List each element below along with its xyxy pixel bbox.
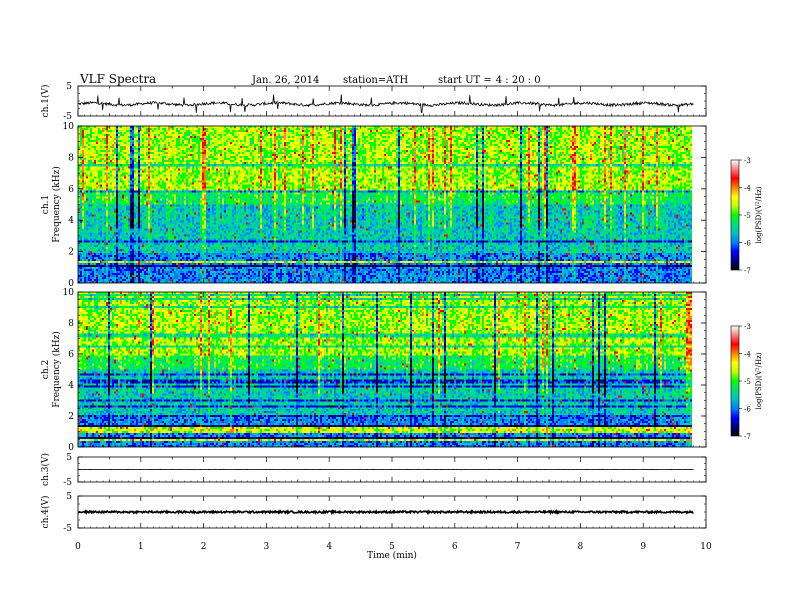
y-tick-label: 10	[63, 288, 75, 298]
x-tick-label: 8	[578, 542, 584, 552]
panel-ylabel: ch.3(V)	[40, 453, 51, 486]
x-tick-label: 0	[75, 542, 81, 552]
y-tick-label: 6	[68, 350, 74, 360]
colorbar-tick-label: -6	[744, 406, 751, 414]
figure-title: VLF Spectra	[80, 72, 157, 86]
x-tick-label: 3	[264, 542, 270, 552]
ch1-waveform-panel: 5 -5 ch.1(V)	[40, 82, 707, 122]
start-ut-value: 4 : 20 : 0	[495, 75, 541, 86]
station-label: station=ATH	[343, 75, 409, 86]
x-tick-label: 4	[326, 542, 332, 552]
y-tick-label: 5	[66, 492, 72, 502]
x-tick-label: 7	[515, 542, 521, 552]
y-tick-label: 0	[68, 279, 74, 289]
colorbar-tick-label: -5	[744, 378, 751, 386]
panel-ylabel: ch.1(V)	[40, 85, 51, 118]
x-tick-label: 6	[452, 542, 458, 552]
y-tick-label: 5	[66, 453, 72, 463]
panel-ylabel: ch.1	[41, 195, 51, 214]
x-tick-label: 1	[138, 542, 144, 552]
y-tick-label: -5	[63, 112, 72, 122]
y-tick-label: 10	[63, 122, 75, 132]
y-tick-label: 0	[68, 443, 74, 453]
y-tick-label: -5	[63, 524, 72, 534]
x-axis-label: Time (min)	[367, 550, 417, 561]
panel-ylabel: ch.4(V)	[40, 496, 51, 529]
colorbar-tick-label: -3	[744, 157, 751, 165]
colorbar-tick-label: -5	[744, 212, 751, 220]
x-tick-label: 2	[201, 542, 207, 552]
y-tick-label: 4	[68, 216, 74, 226]
ch1-waveform-line	[77, 94, 694, 114]
colorbar-tick-label: -6	[744, 240, 751, 248]
colorbar-tick-label: -7	[744, 433, 751, 441]
ch1-spectrogram-panel: 0 2 4 6 8 10 -3 -4 -5 -6 -7 log(PSD)(V²/Hz) ch.1 Freq…	[41, 122, 763, 289]
date-label: Jan. 26, 2014	[252, 75, 320, 86]
ch3-waveform-panel: 5 -5 ch.3(V)	[40, 453, 707, 488]
ch2-spectrogram-colorbar	[730, 325, 740, 437]
panel-ylabel: Frequency (kHz)	[51, 166, 62, 243]
colorbar-tick-label: -4	[744, 351, 751, 359]
y-tick-label: 5	[66, 82, 72, 92]
y-tick-label: -5	[63, 478, 72, 488]
y-tick-label: 2	[68, 412, 74, 422]
panel-ylabel: Frequency (kHz)	[51, 331, 62, 408]
panel-ylabel: ch.2	[41, 360, 51, 379]
x-tick-label: 5	[389, 542, 395, 552]
ch2-spectrogram-panel: 0 2 4 6 8 10 -3 -4 -5 -6 -7 log(PSD)(V²/Hz) ch.2 Freq…	[41, 288, 763, 453]
x-tick-label: 10	[700, 542, 712, 552]
y-tick-label: 4	[68, 381, 74, 391]
ch4-waveform-line	[77, 508, 694, 516]
y-tick-label: 8	[68, 319, 74, 329]
x-tick-label: 9	[640, 542, 646, 552]
colorbar-tick-label: -4	[744, 185, 751, 193]
colorbar-tick-label: -7	[744, 267, 751, 275]
ch1-spectrogram-colorbar	[730, 159, 740, 271]
ch4-waveform-panel: 5 -5 ch.4(V)	[40, 492, 707, 534]
y-tick-label: 6	[68, 185, 74, 195]
ch2-spectrogram-image	[78, 292, 692, 447]
start-time-label: start UT = 4 : 20 : 0	[438, 75, 545, 86]
y-tick-label: 2	[68, 248, 74, 258]
start-ut-label: start UT =	[438, 75, 492, 86]
colorbar-label: log(PSD)(V²/Hz)	[755, 186, 763, 243]
colorbar-label: log(PSD)(V²/Hz)	[755, 352, 763, 409]
colorbar-tick-label: -3	[744, 323, 751, 331]
ch1-spectrogram-image	[78, 126, 692, 283]
y-tick-label: 8	[68, 153, 74, 163]
